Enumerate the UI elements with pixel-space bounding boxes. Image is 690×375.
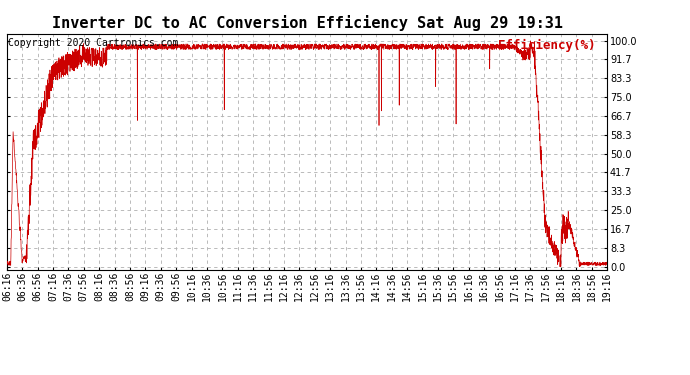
Text: Copyright 2020 Cartronics.com: Copyright 2020 Cartronics.com (8, 39, 179, 48)
Text: Efficiency(%): Efficiency(%) (497, 39, 595, 51)
Title: Inverter DC to AC Conversion Efficiency Sat Aug 29 19:31: Inverter DC to AC Conversion Efficiency … (52, 15, 562, 31)
